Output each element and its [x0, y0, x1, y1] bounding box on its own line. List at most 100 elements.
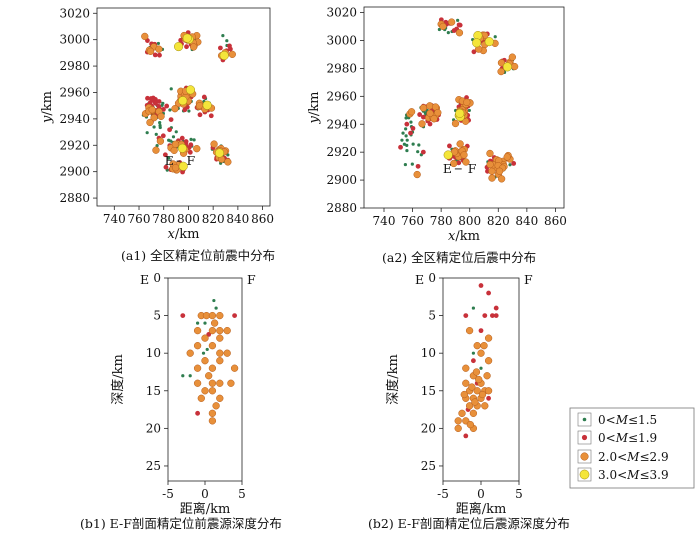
a1-event-point	[146, 47, 155, 55]
b1-event-point	[205, 347, 209, 352]
a2-event-point	[493, 35, 497, 39]
b1-event-point	[212, 298, 216, 303]
a2-event-point	[497, 59, 506, 67]
a1-event-point	[160, 103, 164, 107]
b1-event-point	[230, 364, 239, 372]
a2-xtick-label: 840	[515, 214, 538, 228]
a2-ytick-label: 2900	[326, 173, 357, 187]
b1-event-point	[223, 349, 231, 357]
a2-event-point	[462, 158, 470, 166]
a2-event-point	[456, 140, 464, 148]
b2-ytick-label: 10	[421, 346, 436, 360]
b2-event-point	[463, 433, 469, 439]
a2-event-point	[451, 119, 460, 128]
a2-event-point	[430, 115, 438, 123]
b2-ytick-label: 15	[421, 384, 436, 398]
a1-event-point	[152, 100, 158, 106]
a1-ytick-label: 2980	[59, 59, 90, 73]
legend-swatch-m1	[581, 434, 588, 441]
legend-label-m0: 0<M≤1.5	[598, 413, 657, 427]
a1-axes-frame	[96, 7, 271, 207]
a2-event-point	[508, 163, 512, 167]
a2-profile-E: E	[443, 161, 452, 176]
a1-xlabel: x/km	[168, 227, 200, 242]
b2-profile-F: F	[524, 272, 533, 287]
b2-event-point	[484, 334, 493, 342]
b2-event-point	[473, 387, 481, 395]
a1-profile-F: F	[186, 153, 195, 168]
caption-b1: (b1) E-F剖面精定位前震源深度分布	[80, 516, 282, 531]
a2-event-point	[404, 134, 408, 138]
a2-event-point	[409, 120, 413, 124]
a1-event-point	[167, 127, 173, 133]
a2-event-point	[413, 170, 421, 179]
b1-event-point	[197, 394, 205, 402]
a1-profile-E: E	[165, 153, 174, 168]
a2-event-point	[456, 18, 460, 22]
b2-event-point	[471, 398, 479, 406]
a1-ylabel: y/km	[40, 91, 55, 124]
a2-event-point	[402, 142, 406, 146]
a1-event-point	[152, 146, 160, 154]
a1-xtick-label: 820	[202, 212, 225, 226]
a2-event-point	[510, 62, 519, 71]
a2-event-point	[410, 162, 414, 166]
b1-event-point	[186, 349, 194, 357]
a2-event-point	[411, 142, 415, 146]
a2-event-point	[417, 112, 423, 117]
b1-event-point	[181, 374, 185, 378]
a2-event-point	[511, 161, 517, 166]
a2-event-point	[486, 149, 494, 158]
a1-event-point	[227, 43, 232, 49]
a2-event-point	[488, 174, 496, 182]
b1-event-point	[180, 313, 186, 318]
a2-event-point	[463, 98, 471, 106]
a2-event-point	[450, 159, 458, 168]
b1-xtick-label: -5	[162, 487, 174, 501]
b2-event-point	[463, 313, 469, 318]
a1-event-point	[160, 133, 166, 139]
a1-event-point	[201, 94, 207, 100]
a2-event-point	[400, 138, 404, 142]
a2-profile-F: F	[468, 161, 477, 176]
a2-event-point	[405, 148, 409, 153]
b1-event-point	[223, 326, 231, 335]
b2-event-point	[483, 372, 491, 380]
a2-event-point	[503, 153, 511, 161]
a2-event-point	[398, 144, 403, 150]
b1-event-point	[203, 321, 207, 325]
a1-event-point	[167, 138, 171, 142]
a2-event-point	[497, 175, 506, 183]
a1-event-point	[184, 44, 189, 50]
b1-event-point	[201, 351, 206, 355]
a1-event-point	[193, 145, 201, 153]
b2-event-point	[466, 420, 475, 429]
panel-a2: 740 760 780 800 820 840 860 2880 2900 2920 2940 296…	[307, 6, 567, 244]
a2-event-point	[418, 120, 426, 128]
a2-ytick-label: 3020	[326, 6, 357, 20]
b1-event-point	[208, 409, 217, 417]
a1-event-point	[192, 138, 196, 142]
b1-event-point	[195, 410, 201, 416]
b2-profile-E: E	[415, 272, 424, 287]
a1-event-point	[202, 100, 212, 110]
a1-event-point	[164, 103, 170, 109]
caption-a1: (a1) 全区精定位前震中分布	[121, 248, 275, 263]
b2-ytick-label: 20	[421, 421, 436, 435]
b2-event-point	[454, 417, 462, 425]
b1-xtick-label: 0	[201, 487, 209, 501]
b2-event-point	[473, 342, 481, 350]
a2-event-point	[434, 109, 442, 117]
b1-event-point	[208, 379, 217, 387]
a2-event-point	[455, 108, 465, 118]
b1-event-point	[201, 357, 209, 365]
a2-event-point	[426, 109, 434, 117]
a1-event-point	[208, 113, 214, 119]
a2-event-point	[401, 131, 405, 135]
a2-xtick-label: 800	[458, 214, 481, 228]
b1-event-point	[208, 342, 217, 350]
b2-ytick-label: 5	[428, 309, 436, 323]
a2-event-point	[508, 53, 517, 61]
a2-event-point	[486, 160, 494, 169]
b1-ytick-label: 25	[146, 459, 161, 473]
